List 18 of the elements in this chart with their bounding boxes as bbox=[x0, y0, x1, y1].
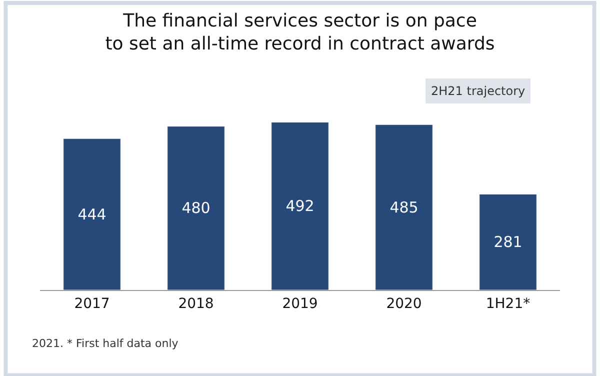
x-tick-label: 1H21* bbox=[486, 296, 530, 312]
x-tick-label: 2018 bbox=[178, 296, 214, 312]
data-label: 485 bbox=[390, 198, 418, 216]
bar bbox=[375, 124, 433, 290]
data-label: 492 bbox=[286, 197, 314, 216]
data-label: 480 bbox=[182, 199, 210, 218]
x-tick-label: 2019 bbox=[282, 296, 318, 312]
bar bbox=[271, 122, 329, 290]
data-label: 444 bbox=[78, 205, 106, 224]
text: 2H21 trajectory bbox=[431, 84, 526, 98]
chart-title: The financial services sector is on pace to set an all-time record in contract awards bbox=[105, 10, 495, 55]
bar bbox=[479, 194, 537, 290]
bar bbox=[167, 126, 225, 290]
bar bbox=[63, 138, 121, 290]
text: 2021. * First half data only bbox=[32, 337, 179, 350]
x-tick-label: 2017 bbox=[74, 296, 110, 312]
data-label: 281 bbox=[494, 233, 522, 252]
x-tick-label: 2020 bbox=[386, 296, 422, 312]
